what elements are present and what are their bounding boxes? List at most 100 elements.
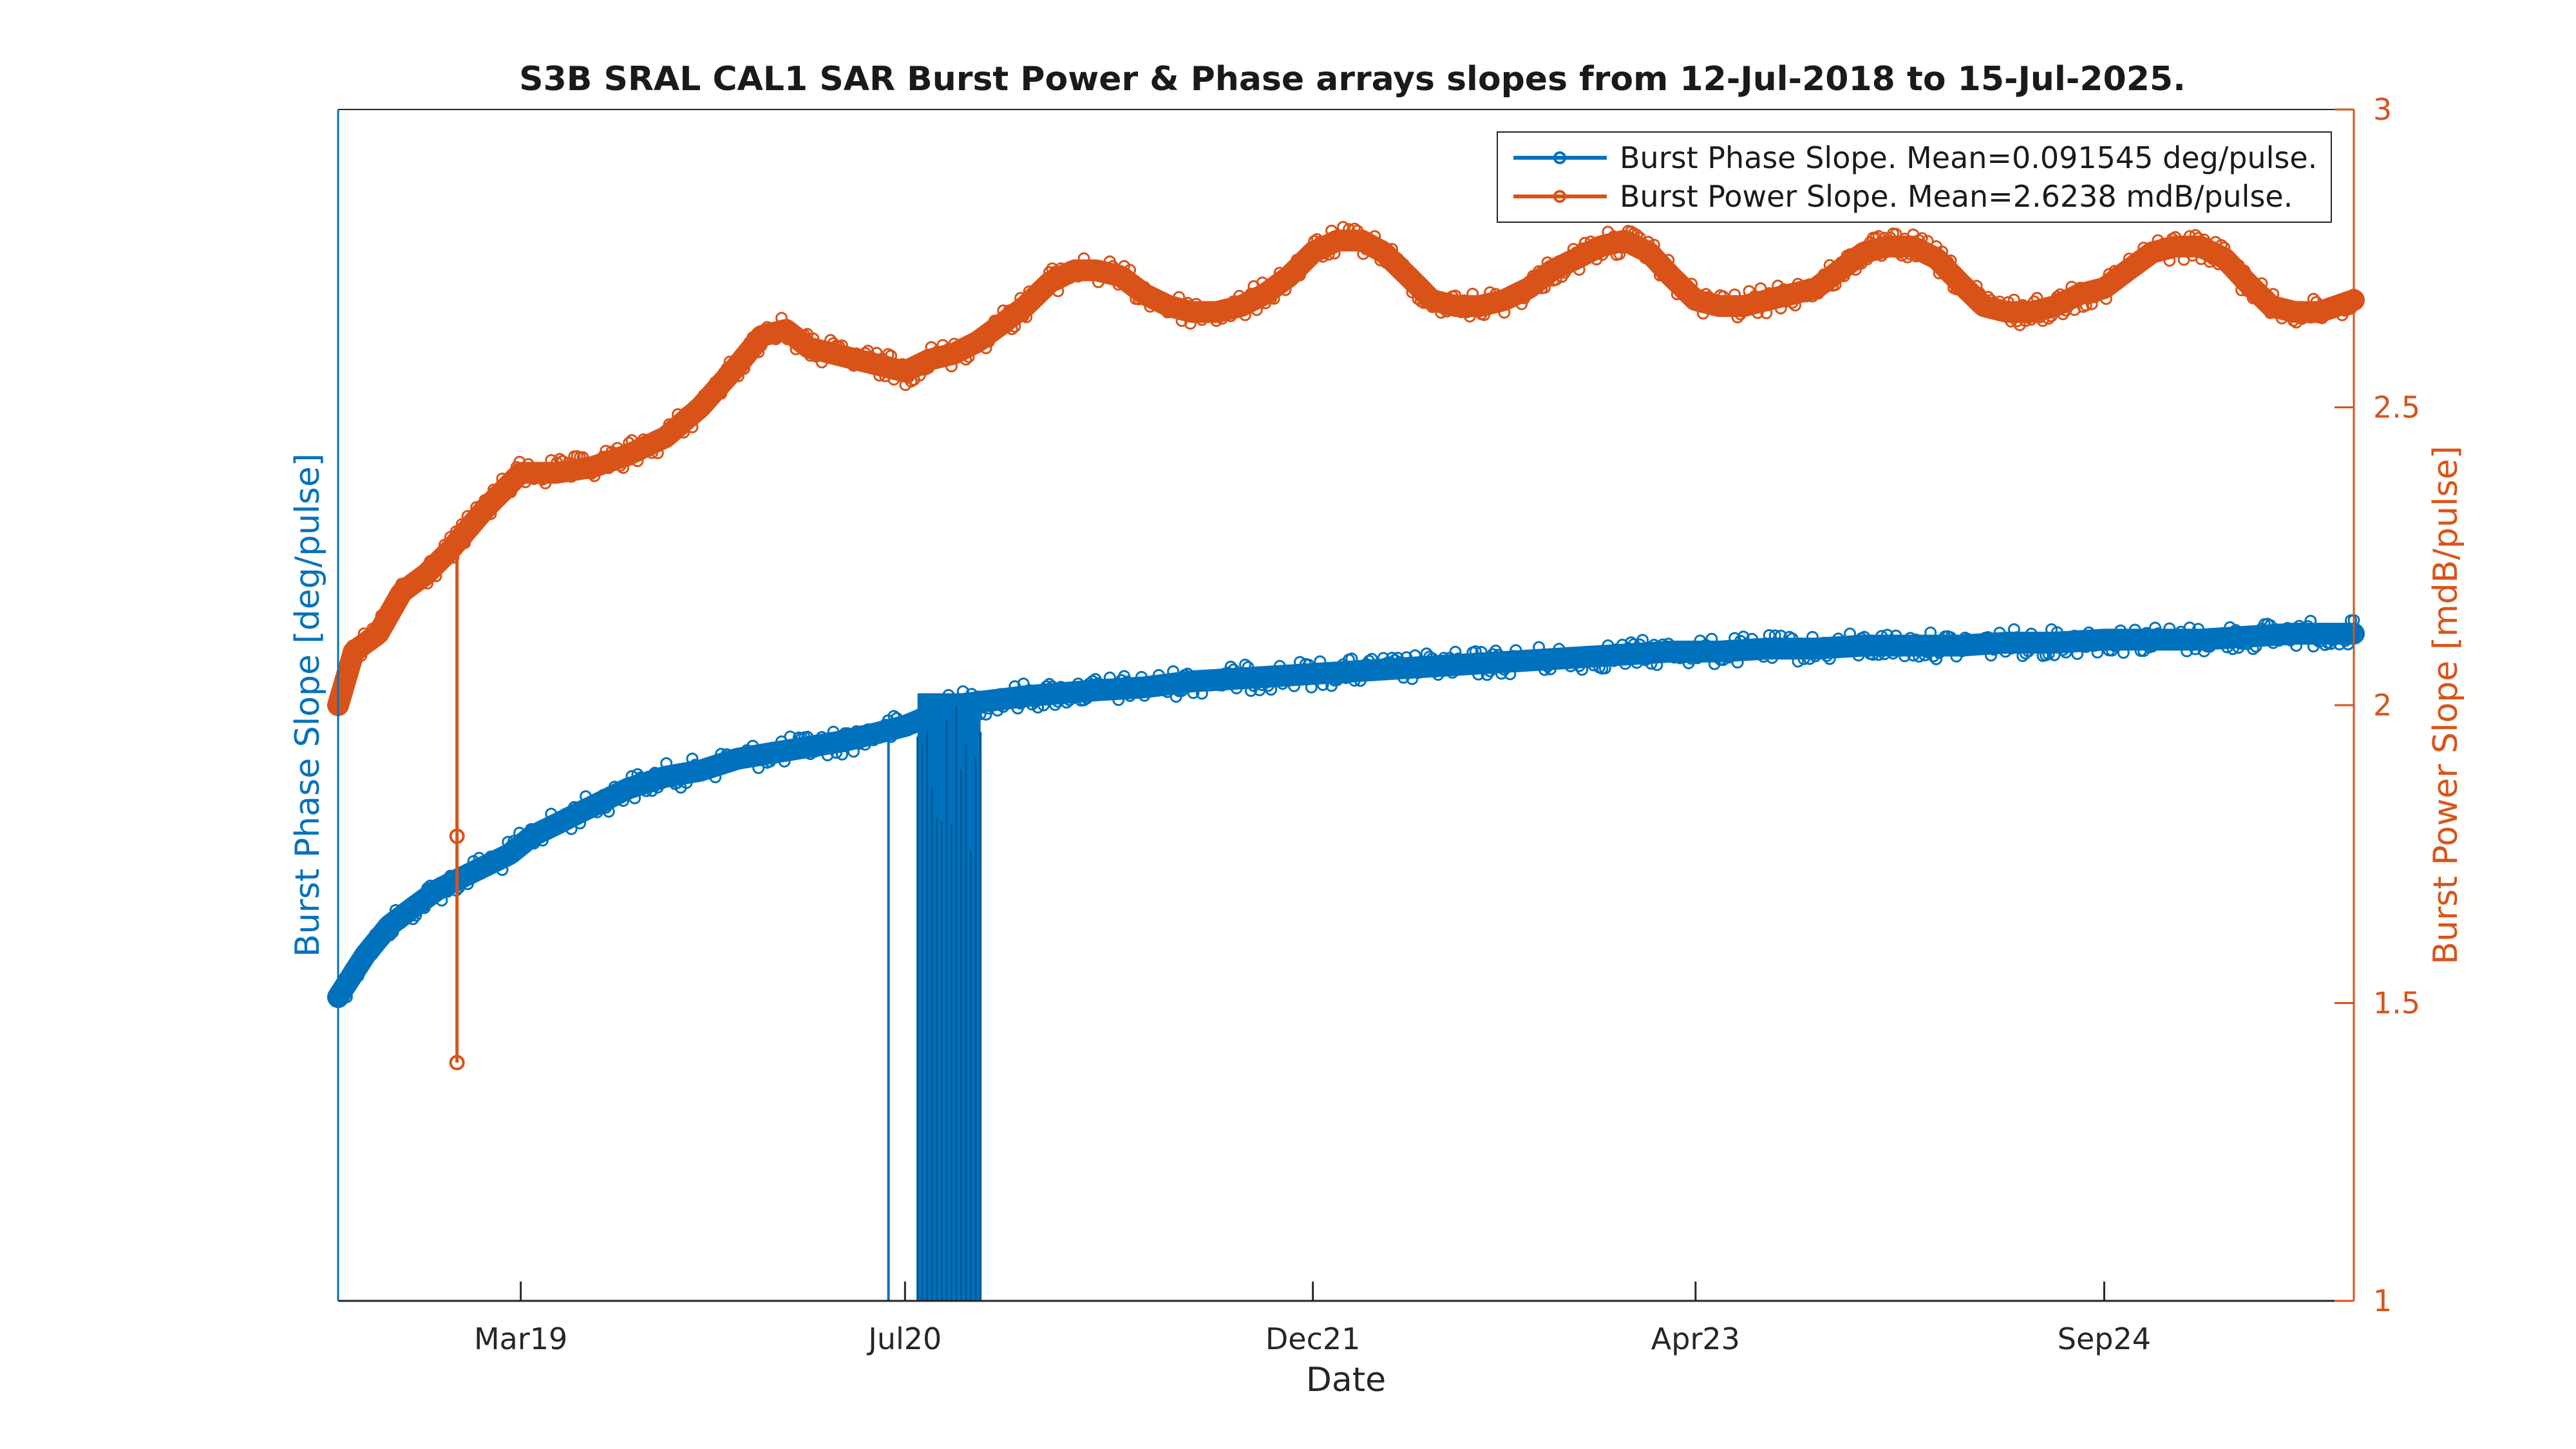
data-point: [1806, 630, 1819, 643]
data-point: [1613, 247, 1626, 260]
data-point: [1466, 287, 1479, 300]
series-band: [327, 229, 2365, 716]
data-point: [1425, 659, 1439, 673]
data-point: [1173, 291, 1186, 303]
data-point: [802, 341, 816, 354]
data-point: [1651, 658, 1663, 671]
data-point: [1355, 234, 1368, 247]
data-point: [1821, 649, 1833, 662]
y-tick-label: 2.5: [2373, 390, 2420, 425]
data-point: [573, 806, 587, 819]
data-point: [853, 737, 866, 750]
data-point: [1109, 686, 1122, 699]
data-point: [598, 794, 611, 807]
data-point: [947, 347, 961, 361]
data-point: [1844, 248, 1856, 261]
data-point: [847, 745, 860, 758]
data-point: [565, 470, 578, 483]
data-point: [631, 455, 644, 468]
data-point: [1832, 632, 1845, 645]
data-point: [1322, 248, 1335, 261]
data-point: [1354, 674, 1367, 687]
data-point: [1763, 629, 1776, 641]
data-point: [2114, 624, 2127, 637]
data-point: [1803, 652, 1816, 665]
data-point: [2181, 236, 2193, 249]
data-point: [1019, 690, 1032, 703]
data-point: [1463, 310, 1476, 323]
legend-box: [1497, 131, 2332, 223]
data-point: [2007, 623, 2020, 636]
data-point: [1906, 240, 1919, 253]
data-point: [1977, 299, 1991, 313]
data-point: [1970, 279, 1983, 292]
data-point: [629, 791, 641, 804]
data-point: [2255, 277, 2268, 290]
data-point: [406, 577, 419, 590]
data-point: [2068, 629, 2081, 642]
data-point: [1985, 649, 1998, 662]
data-point: [2249, 640, 2262, 653]
data-point: [2132, 259, 2145, 272]
data-point: [435, 894, 448, 907]
data-point: [1576, 663, 1589, 676]
data-point: [1279, 283, 1292, 296]
data-point: [478, 502, 492, 515]
data-point: [1052, 285, 1065, 298]
data-point: [1497, 294, 1511, 307]
data-point: [2310, 633, 2323, 646]
data-point: [2238, 264, 2251, 277]
plot-area: [327, 109, 2365, 1302]
data-point: [1011, 309, 1024, 322]
data-point: [2264, 299, 2278, 313]
data-point: [1618, 648, 1631, 661]
data-point: [1921, 234, 1934, 247]
data-point: [2275, 312, 2288, 325]
data-point: [1918, 649, 1931, 661]
data-point: [545, 808, 558, 820]
data-point: [372, 627, 385, 640]
data-point: [2203, 640, 2216, 653]
data-point: [1138, 287, 1151, 301]
data-point: [1899, 650, 1911, 663]
y-axis-left-label: Burst Phase Slope [deg/pulse]: [289, 453, 327, 957]
legend-marker-phase: [1553, 151, 1566, 164]
data-point: [602, 805, 615, 818]
data-point: [621, 782, 634, 795]
data-point: [1026, 698, 1039, 711]
data-point: [1993, 627, 2006, 639]
data-point: [549, 466, 563, 480]
data-point: [1731, 656, 1744, 668]
data-point: [802, 740, 816, 753]
data-point: [1546, 263, 1559, 277]
data-point: [1953, 639, 1966, 652]
data-point: [680, 777, 693, 789]
data-point: [1103, 671, 1116, 684]
data-point: [1760, 307, 1773, 319]
data-point: [960, 353, 972, 366]
data-point: [1844, 627, 1856, 640]
data-point: [502, 480, 515, 493]
data-point: [686, 421, 699, 433]
data-point: [2215, 239, 2228, 252]
data-point: [784, 730, 797, 743]
data-point: [1705, 632, 1718, 645]
data-point: [2042, 312, 2055, 325]
data-point: [2019, 647, 2032, 659]
data-point: [395, 916, 408, 929]
data-point: [1306, 246, 1320, 259]
data-point: [1068, 263, 1081, 277]
data-point: [621, 448, 634, 462]
data-point: [611, 442, 624, 455]
data-point: [2183, 621, 2196, 634]
data-point: [971, 335, 984, 348]
data-point: [752, 346, 765, 359]
data-point: [1651, 258, 1663, 270]
data-point: [1728, 289, 1741, 301]
data-point: [1872, 230, 1885, 243]
data-point: [2019, 314, 2032, 327]
data-point: [1987, 643, 2000, 656]
data-point: [1731, 311, 1744, 324]
legend-entry-power: Burst Power Slope. Mean=2.6238 mdB/pulse…: [1513, 179, 2293, 214]
data-point: [885, 730, 897, 743]
